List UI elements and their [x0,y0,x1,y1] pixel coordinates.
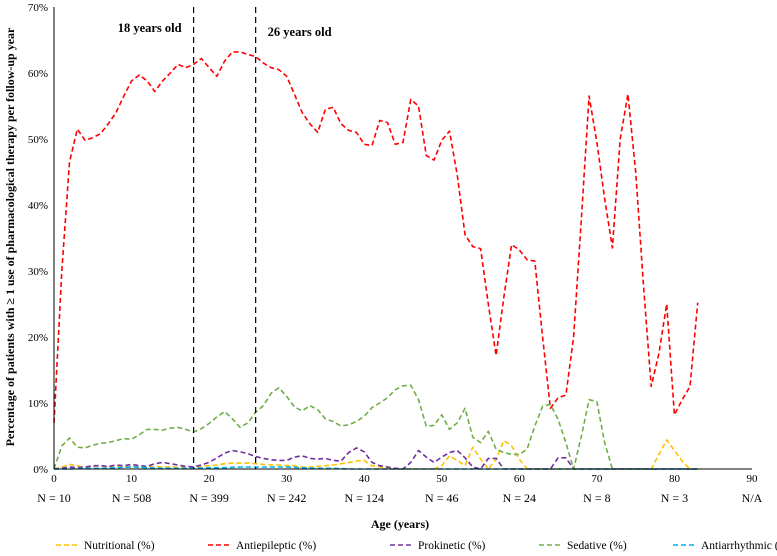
legend-label: Sedative (%) [567,540,627,552]
y-tick-label: 10% [28,398,48,410]
x-tick-label: 80 [669,473,681,485]
y-tick-label: 50% [28,134,48,146]
sample-size-label: N = 124 [345,491,384,505]
x-axis-title: Age (years) [371,517,429,531]
x-tick-label: 20 [204,473,216,485]
series-line-2 [53,51,699,423]
age-marker-label: 26 years old [268,25,332,39]
legend-label: Prokinetic (%) [418,540,486,552]
series-lines [53,51,699,470]
series-line-4 [53,384,698,470]
legend-label: Antiepileptic (%) [236,540,316,552]
sample-size-label: N = 8 [583,491,610,505]
age-annotations: 18 years old 26 years old [118,7,332,469]
x-tick-label: 10 [126,473,138,485]
y-tick-label: 20% [28,332,48,344]
sample-size-label: N = 508 [112,491,151,505]
tick-labels: 0% 10% 20% 30% 40% 50% 60% 70% 0 10 20 30 40 50 60 70 80… [28,2,763,505]
y-tick-label: 30% [28,266,48,278]
legend-label: Nutritional (%) [84,540,155,552]
x-tick-label: 40 [359,473,371,485]
series-line-3 [53,447,698,470]
x-tick-label: 60 [514,473,526,485]
y-tick-label: 40% [28,200,48,212]
x-tick-label: 90 [747,473,759,485]
y-tick-label: 70% [28,2,48,14]
sample-size-label: N = 10 [37,491,70,505]
legend-label: Antiarrhythmic (%) [701,540,777,552]
sample-size-label: N = 24 [503,491,536,505]
axes [53,7,752,470]
sample-size-label: N/A [742,491,763,505]
sample-size-label: N = 242 [267,491,306,505]
y-tick-label: 0% [33,464,48,476]
x-tick-label: 50 [436,473,448,485]
x-tick-label: 30 [281,473,293,485]
sample-size-label: N = 399 [189,491,228,505]
sample-size-label: N = 46 [425,491,458,505]
legend: Nutritional (%) Antiepileptic (%) Prokinet… [56,540,777,552]
series-line-5 [54,466,698,470]
x-tick-label: 0 [51,473,57,485]
x-tick-label: 70 [591,473,603,485]
y-axis-title: Percentage of patients with ≥ 1 use of p… [3,27,17,446]
y-tick-label: 60% [28,68,48,80]
age-marker-label: 18 years old [118,21,182,35]
sample-size-label: N = 3 [661,491,688,505]
